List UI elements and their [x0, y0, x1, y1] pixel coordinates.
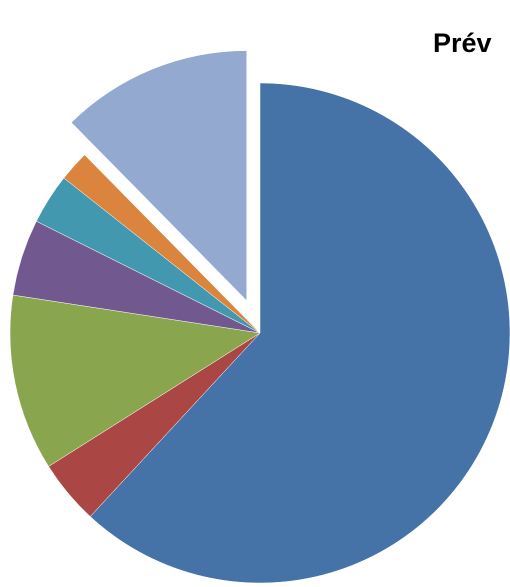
pie-slices: [9, 50, 510, 584]
pie-slice-7: [70, 50, 247, 302]
chart-title: Prév: [433, 28, 492, 58]
pie-slice-1: [89, 82, 510, 584]
pie-slice-3: [9, 294, 261, 467]
pie-slice-6: [63, 154, 261, 334]
